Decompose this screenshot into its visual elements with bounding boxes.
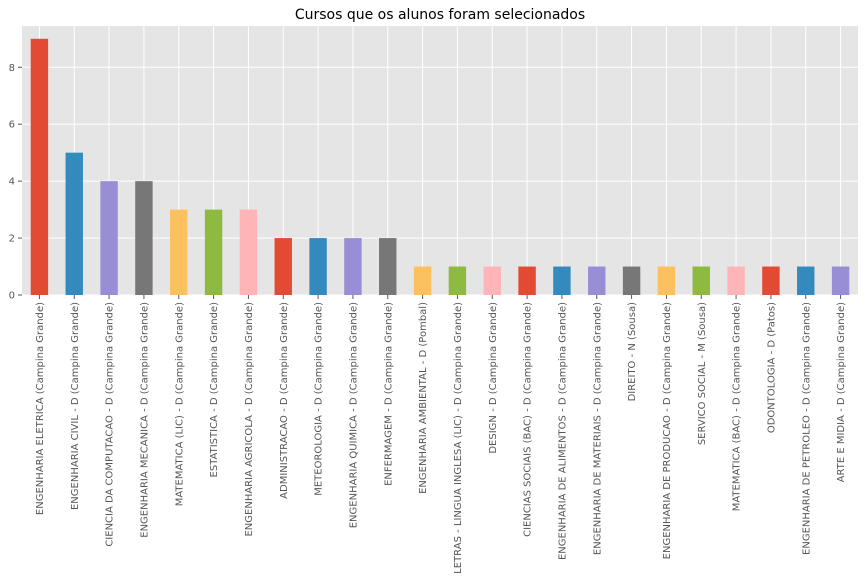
x-tick-label: ENGENHARIA DE PRODUCAO - D (Campina Gran… <box>662 302 673 559</box>
x-tick-label: ENGENHARIA AGRICOLA - D (Campina Grande) <box>244 302 255 537</box>
x-tick-label: ENGENHARIA DE ALIMENTOS - D (Campina Gra… <box>557 302 568 560</box>
bar <box>379 238 397 295</box>
bar <box>239 209 258 295</box>
x-tick-label: ODONTOLOGIA - D (Patos) <box>766 302 777 433</box>
bar <box>727 266 745 295</box>
plot-area <box>22 26 858 295</box>
bar <box>309 238 327 295</box>
x-axis-ticks: ENGENHARIA ELETRICA (Campina Grande) ENGE… <box>35 295 847 574</box>
x-tick-label: ENGENHARIA QUIMICA - D (Campina Grande) <box>348 302 359 528</box>
x-tick-label: ENGENHARIA DE PETROLEO - D (Campina Gran… <box>801 302 812 555</box>
y-tick-label: 0 <box>9 291 15 302</box>
bar <box>797 266 815 295</box>
bar <box>274 238 292 295</box>
y-tick-label: 6 <box>9 120 15 131</box>
bar <box>622 266 641 295</box>
x-tick-label: ENGENHARIA ELETRICA (Campina Grande) <box>35 302 46 515</box>
bar <box>135 181 153 295</box>
bar <box>553 266 571 295</box>
bar <box>483 266 501 295</box>
bar <box>692 266 710 295</box>
bar <box>413 266 432 295</box>
bar <box>204 209 223 295</box>
x-tick-label: SERVICO SOCIAL - M (Sousa) <box>697 302 708 445</box>
x-tick-label: METEOROLOGIA - D (Campina Grande) <box>314 302 325 496</box>
x-tick-label: ENFERMAGEM - D (Campina Grande) <box>383 302 394 486</box>
x-tick-label: DIREITO - N (Sousa) <box>627 302 638 402</box>
bar <box>344 238 362 295</box>
bar <box>170 209 188 295</box>
x-tick-label: ESTATISTICA - D (Campina Grande) <box>209 302 220 478</box>
x-tick-label: ENGENHARIA DE MATERIAIS - D (Campina Gra… <box>592 302 603 555</box>
x-tick-label: ADMINISTRACAO - D (Campina Grande) <box>279 302 290 499</box>
x-tick-label: LETRAS - LINGUA INGLESA (LIC) - D (Campi… <box>453 302 464 574</box>
bar <box>588 266 606 295</box>
x-tick-label: ENGENHARIA AMBIENTAL - D (Pombal) <box>418 302 429 494</box>
x-tick-label: ENGENHARIA CIVIL - D (Campina Grande) <box>70 302 81 510</box>
bars <box>30 38 850 296</box>
x-tick-label: DESIGN - D (Campina Grande) <box>488 302 499 454</box>
bar <box>100 181 118 295</box>
chart-title: Cursos que os alunos foram selecionados <box>295 7 585 23</box>
y-tick-label: 2 <box>9 234 15 245</box>
bar <box>657 266 676 295</box>
x-tick-label: CIENCIA DA COMPUTACAO - D (Campina Grand… <box>105 302 116 547</box>
y-tick-label: 8 <box>9 63 15 74</box>
x-tick-label: ARTE E MIDIA - D (Campina Grande) <box>836 302 847 482</box>
bar <box>831 266 850 295</box>
bar <box>65 152 83 295</box>
bar <box>762 266 780 295</box>
x-tick-label: CIENCIAS SOCIAIS (BAC) - D (Campina Gran… <box>523 302 534 537</box>
x-tick-label: MATEMATICA (BAC) - D (Campina Grande) <box>732 302 743 511</box>
y-axis-ticks: 0 2 4 6 8 <box>9 63 22 302</box>
x-tick-label: MATEMATICA (LIC) - D (Campina Grande) <box>174 302 185 506</box>
bar <box>518 266 536 295</box>
x-tick-label: ENGENHARIA MECANICA - D (Campina Grande) <box>139 302 150 538</box>
bar <box>448 266 467 295</box>
y-tick-label: 4 <box>9 177 15 188</box>
bar <box>30 38 49 296</box>
